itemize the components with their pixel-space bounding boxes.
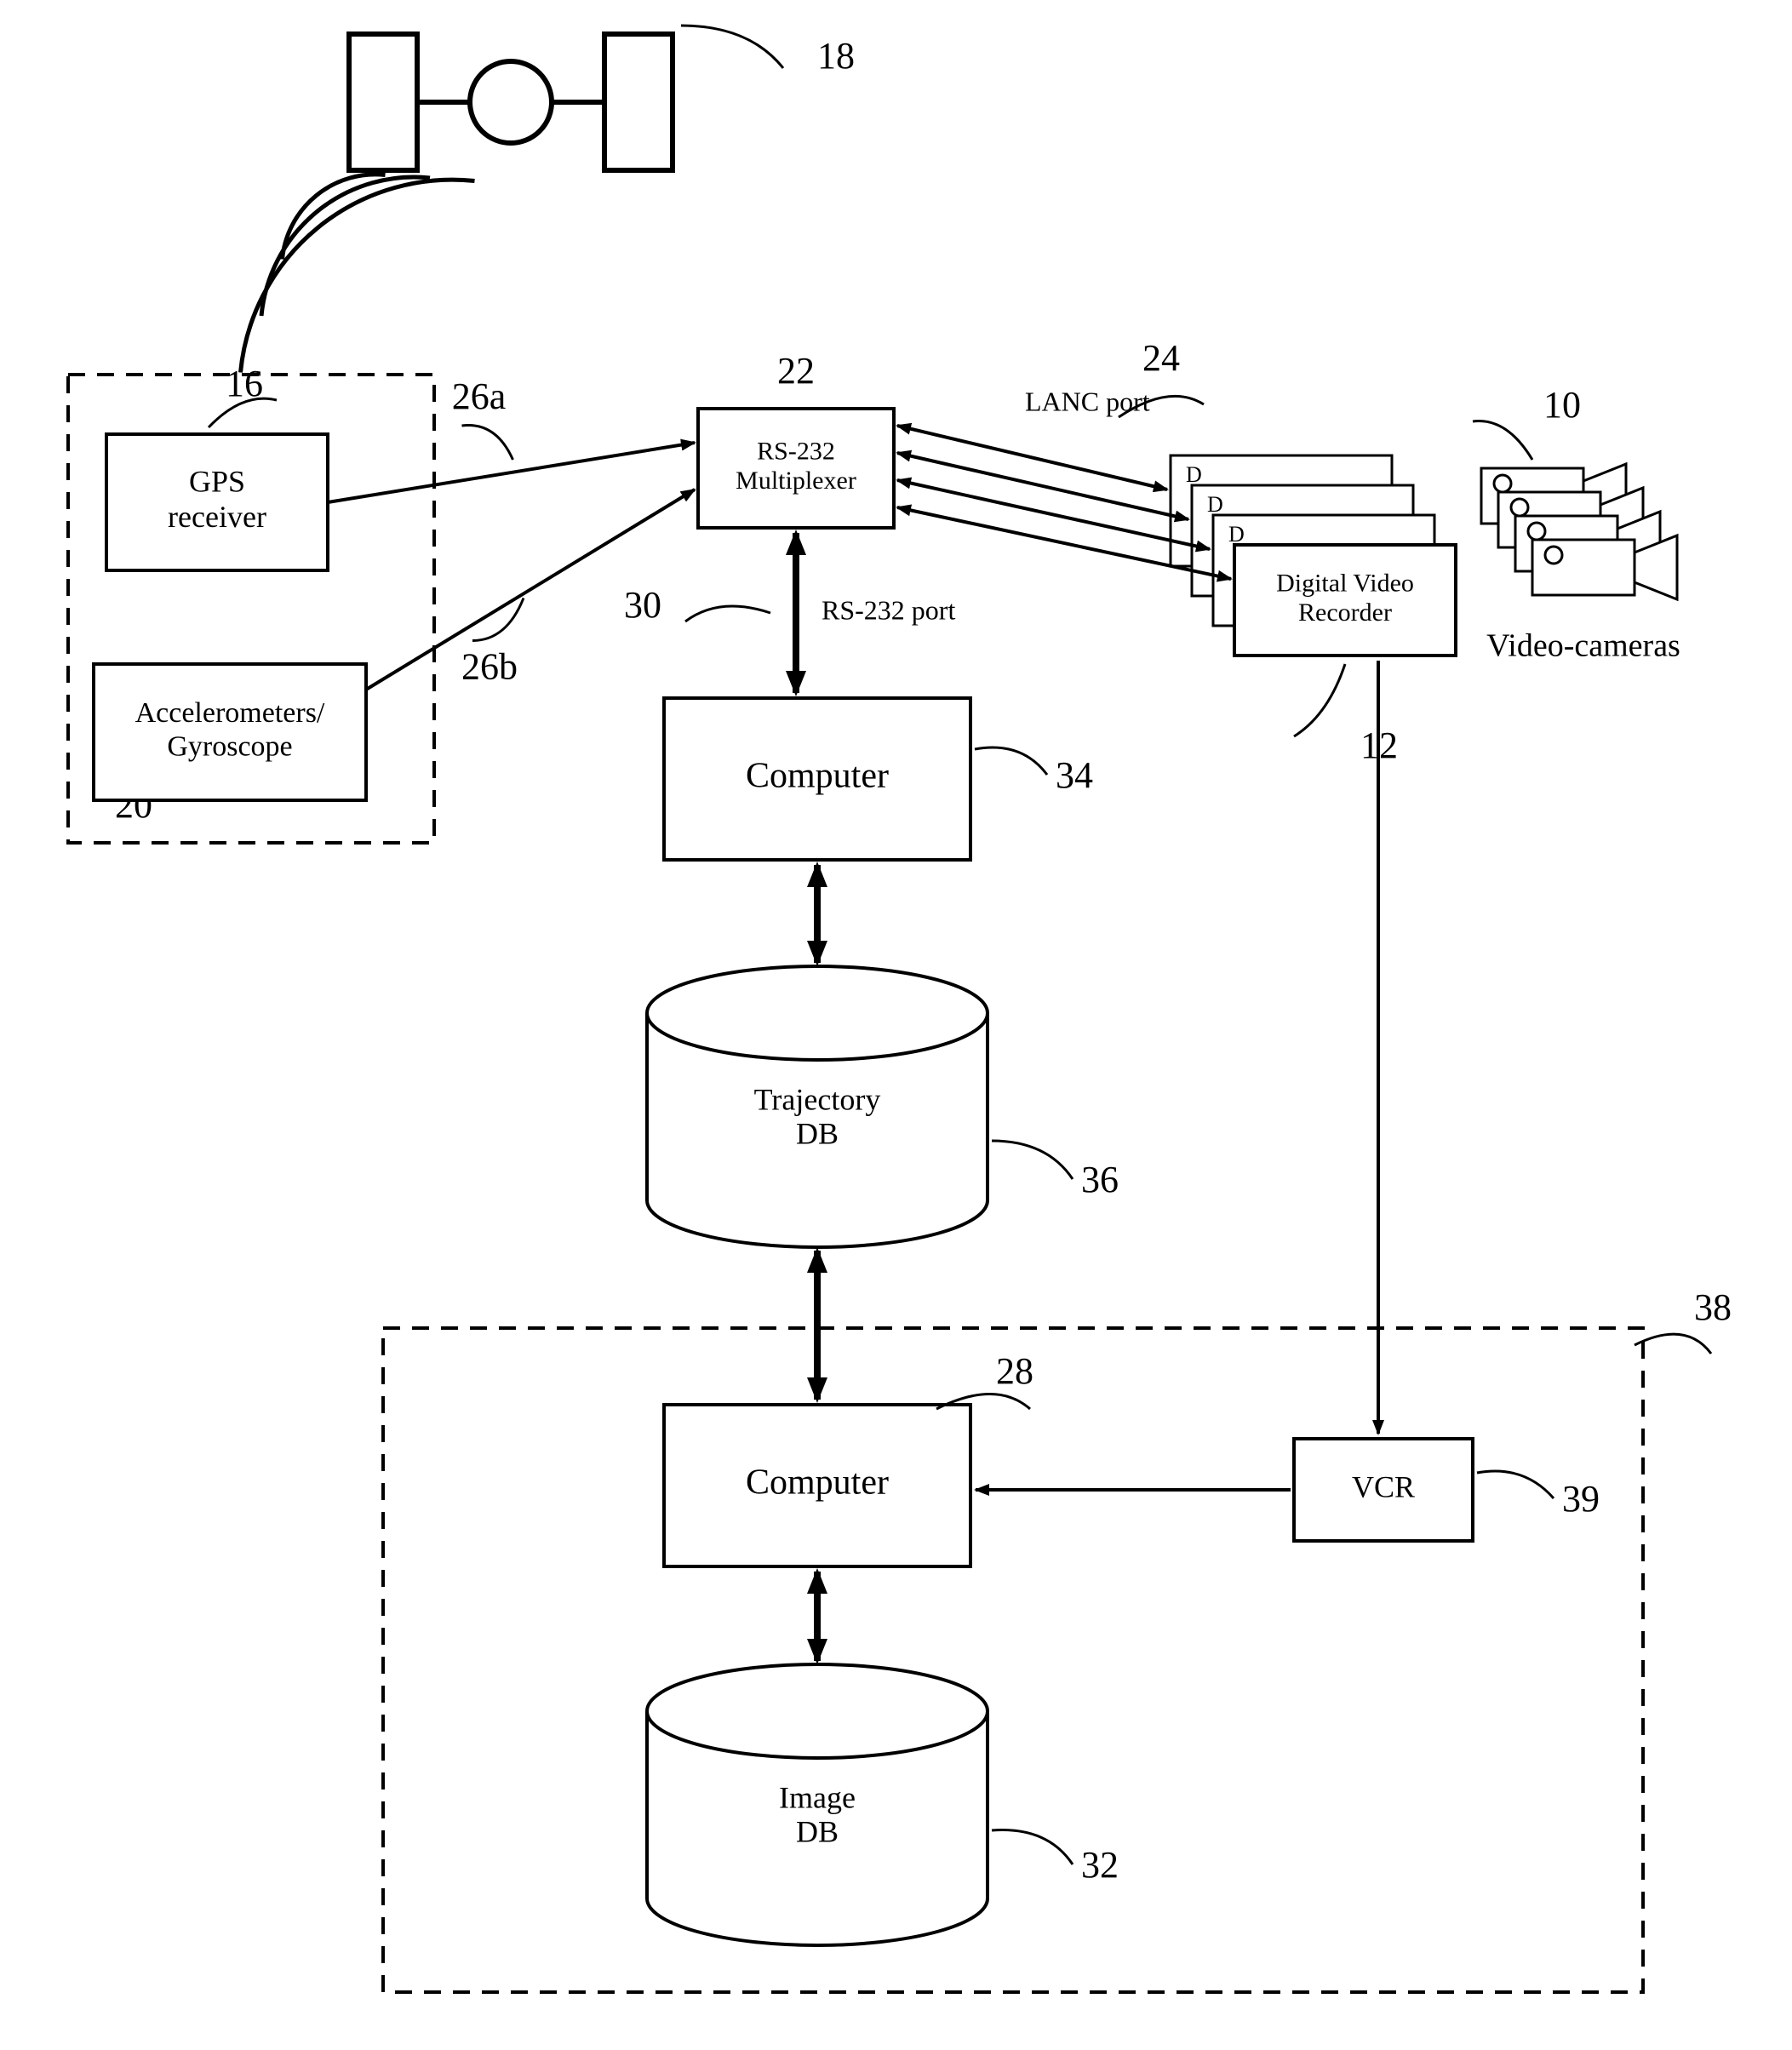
- svg-text:16: 16: [226, 363, 263, 404]
- svg-text:D: D: [1228, 522, 1245, 547]
- svg-text:RS-232 port: RS-232 port: [822, 594, 955, 625]
- svg-text:receiver: receiver: [168, 500, 266, 534]
- svg-text:36: 36: [1081, 1159, 1119, 1200]
- svg-text:GPS: GPS: [189, 465, 245, 499]
- svg-text:Digital Video: Digital Video: [1276, 570, 1414, 598]
- svg-text:DB: DB: [796, 1116, 839, 1150]
- processing-group: [383, 1328, 1643, 1992]
- svg-text:Accelerometers/: Accelerometers/: [135, 697, 325, 729]
- svg-text:D: D: [1207, 492, 1223, 517]
- svg-text:RS-232: RS-232: [757, 438, 835, 466]
- svg-text:10: 10: [1543, 384, 1581, 426]
- svg-text:Multiplexer: Multiplexer: [736, 467, 856, 495]
- svg-text:32: 32: [1081, 1844, 1119, 1886]
- svg-text:18: 18: [817, 35, 855, 77]
- svg-text:34: 34: [1056, 754, 1093, 796]
- svg-text:Video-cameras: Video-cameras: [1486, 628, 1680, 664]
- svg-text:39: 39: [1562, 1478, 1600, 1520]
- svg-text:38: 38: [1694, 1286, 1732, 1328]
- svg-text:30: 30: [624, 584, 661, 626]
- svg-text:22: 22: [777, 350, 815, 392]
- svg-text:VCR: VCR: [1352, 1469, 1415, 1503]
- svg-text:LANC port: LANC port: [1025, 386, 1150, 416]
- satellite-icon: [241, 26, 784, 373]
- svg-text:Computer: Computer: [746, 757, 889, 796]
- svg-text:Image: Image: [779, 1780, 856, 1814]
- svg-text:24: 24: [1142, 337, 1180, 379]
- svg-text:D: D: [1186, 462, 1202, 487]
- svg-text:Gyroscope: Gyroscope: [167, 730, 292, 762]
- svg-text:26b: 26b: [461, 646, 518, 688]
- svg-text:Recorder: Recorder: [1298, 598, 1392, 627]
- svg-text:Trajectory: Trajectory: [754, 1082, 881, 1116]
- svg-text:Computer: Computer: [746, 1463, 889, 1503]
- video-cameras-icon: [1481, 464, 1677, 599]
- svg-text:26a: 26a: [452, 375, 507, 417]
- svg-text:28: 28: [996, 1350, 1033, 1392]
- svg-text:DB: DB: [796, 1814, 839, 1848]
